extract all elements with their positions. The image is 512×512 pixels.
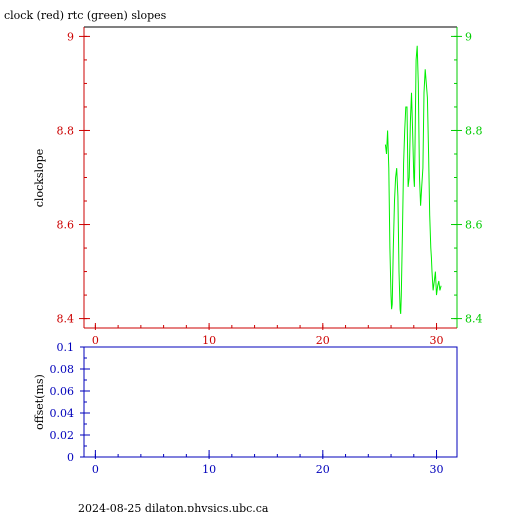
top-left-tick-label: 8.4 <box>57 313 75 326</box>
bottom-y-tick-label: 0.02 <box>50 429 75 442</box>
top-right-tick-label: 8.4 <box>465 313 483 326</box>
bottom-y-tick-label: 0.04 <box>50 407 75 420</box>
bottom-y-tick-label: 0.08 <box>50 363 75 376</box>
bottom-x-tick-label: 10 <box>202 463 216 476</box>
bottom-frame <box>83 346 458 458</box>
bottom-x-tick-label: 30 <box>430 463 444 476</box>
top-chart-title: clock (red) rtc (green) slopes <box>4 9 167 22</box>
top-x-tick-label: 0 <box>92 334 99 347</box>
bottom-y-tick-label: 0.1 <box>57 341 75 354</box>
top-x-tick-label: 10 <box>202 334 216 347</box>
top-y-axis-label: clockslope <box>33 149 46 207</box>
top-x-tick-label: 30 <box>430 334 444 347</box>
top-chart: 8.4 8.6 8.8 9 8.4 8.6 8.8 9 0 10 20 30 <box>57 26 483 347</box>
top-right-tick-label: 9 <box>465 30 472 43</box>
top-x-tick-label: 20 <box>316 334 330 347</box>
top-left-tick-label: 8.8 <box>57 124 75 137</box>
top-right-tick-label: 8.8 <box>465 124 483 137</box>
top-right-tick-label: 8.6 <box>465 219 483 232</box>
rtc-slope-series-line <box>384 45 442 314</box>
bottom-y-tick-label: 0 <box>67 451 74 464</box>
bottom-y-axis-label: offset(ms) <box>33 374 46 430</box>
bottom-y-tick-label: 0.06 <box>50 385 75 398</box>
top-left-tick-label: 9 <box>67 30 74 43</box>
footer-host-date: 2024-08-25 dilaton.physics.ubc.ca <box>78 502 269 512</box>
bottom-x-tick-label: 0 <box>92 463 99 476</box>
bottom-chart: 0 0.02 0.04 0.06 0.08 0.1 0 10 20 30 <box>50 341 458 476</box>
top-left-tick-label: 8.6 <box>57 219 75 232</box>
bottom-x-tick-label: 20 <box>316 463 330 476</box>
